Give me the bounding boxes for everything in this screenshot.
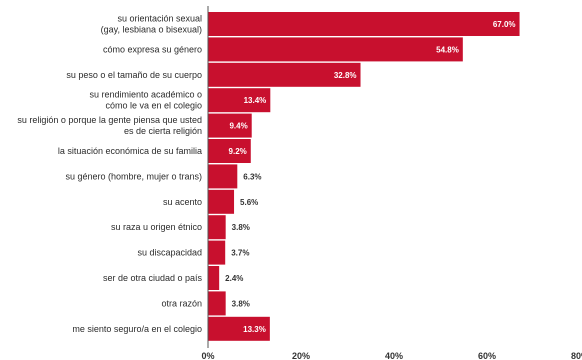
category-label-line: (gay, lesbiana o bisexual) [101, 25, 202, 35]
category-label-line: me siento seguro/a en el colegio [72, 324, 202, 334]
category-label-line: otra razón [161, 298, 202, 308]
category-label: su acento [163, 197, 202, 207]
bar [208, 215, 226, 240]
category-label-line: ser de otra ciudad o país [103, 273, 203, 283]
category-label-line: la situación económica de su familia [58, 146, 202, 156]
category-label-line: su religión o porque la gente piensa que… [17, 115, 202, 125]
value-label: 54.8% [436, 45, 459, 54]
category-label: su raza u origen étnico [111, 222, 202, 232]
bar [208, 62, 361, 87]
category-label: su género (hombre, mujer o trans) [65, 171, 202, 181]
value-label: 3.8% [232, 223, 250, 232]
x-tick-label: 40% [385, 351, 403, 360]
category-label-line: cómo expresa su género [103, 44, 202, 54]
category-label-line: su orientación sexual [117, 14, 202, 24]
value-label: 67.0% [493, 20, 516, 29]
value-label: 32.8% [334, 71, 357, 80]
category-label-line: su peso o el tamaño de su cuerpo [66, 70, 202, 80]
value-label: 9.4% [229, 122, 247, 131]
category-label-line: su raza u origen étnico [111, 222, 202, 232]
category-label-line: su discapacidad [137, 248, 202, 258]
category-label: la situación económica de su familia [58, 146, 202, 156]
category-label-line: es de cierta religión [124, 126, 202, 136]
value-label: 3.7% [231, 249, 249, 258]
bar [208, 291, 226, 316]
bar [208, 189, 235, 214]
x-axis: 0% 20% 40% 60% 80% [201, 6, 582, 360]
value-label: 13.4% [244, 96, 267, 105]
category-label: otra razón [161, 298, 202, 308]
category-label-line: cómo le va en el colegio [105, 101, 202, 111]
value-label: 2.4% [225, 274, 243, 283]
x-tick-label: 0% [201, 351, 214, 360]
category-label: su orientación sexual (gay, lesbiana o bi… [101, 14, 202, 35]
bar [208, 164, 238, 189]
bar [208, 266, 220, 290]
category-label: cómo expresa su género [103, 44, 202, 54]
value-label: 6.3% [243, 172, 261, 181]
category-label: su discapacidad [137, 248, 202, 258]
category-label: su religión o porque la gente piensa que… [17, 115, 202, 136]
category-label: su rendimiento académico o cómo le va en … [89, 90, 202, 111]
bars-group: su orientación sexual (gay, lesbiana o bi… [17, 12, 520, 341]
category-label-line: su acento [163, 197, 202, 207]
bar [208, 88, 271, 113]
category-label: ser de otra ciudad o país [103, 273, 203, 283]
bar [208, 139, 251, 163]
value-label: 5.6% [240, 198, 258, 207]
category-label-line: su rendimiento académico o [89, 90, 202, 100]
category-label: me siento seguro/a en el colegio [72, 324, 202, 334]
bar [208, 240, 226, 265]
bar [208, 37, 463, 62]
bar [208, 12, 520, 36]
category-label: su peso o el tamaño de su cuerpo [66, 70, 202, 80]
bar [208, 113, 252, 138]
bar [208, 316, 270, 341]
value-label: 3.8% [232, 299, 250, 308]
category-label-line: su género (hombre, mujer o trans) [65, 171, 202, 181]
x-tick-label: 80% [571, 351, 582, 360]
value-label: 13.3% [243, 325, 266, 334]
value-label: 9.2% [229, 147, 247, 156]
x-tick-label: 20% [292, 351, 310, 360]
x-tick-label: 60% [478, 351, 496, 360]
